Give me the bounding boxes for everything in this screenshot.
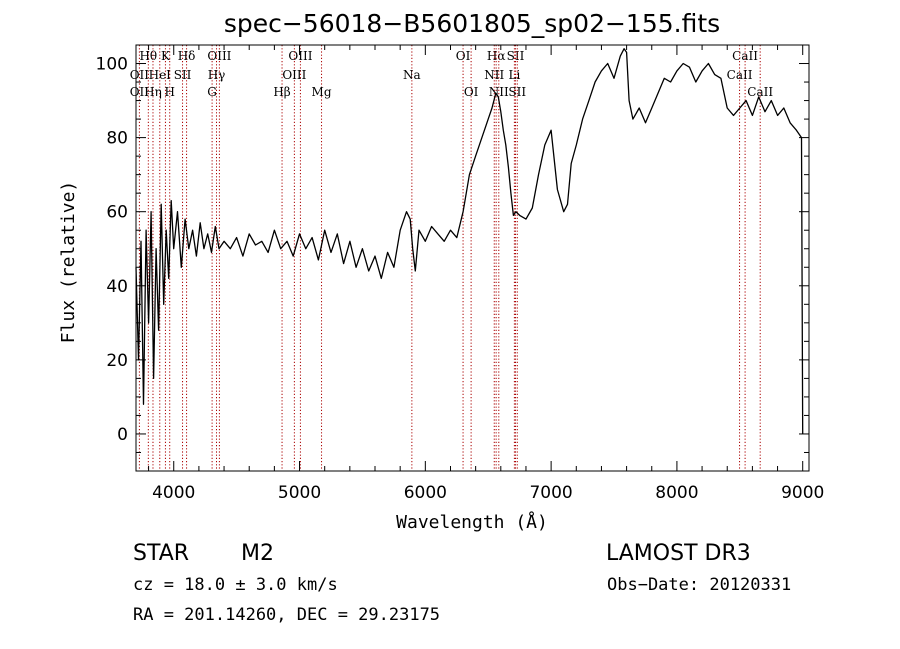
spectral-line-label: Hα <box>487 49 506 63</box>
spectral-line-label: K <box>161 49 171 63</box>
plot-frame <box>135 44 810 472</box>
coordinates: RA = 201.14260, DEC = 29.23175 <box>133 605 440 625</box>
spectral-line-label: OIII <box>288 49 312 63</box>
spectral-line-label: OIII <box>282 68 306 82</box>
spectral-line-label: Hγ <box>208 68 226 82</box>
spectral-line-label: OIII <box>207 49 231 63</box>
x-tick-label: 8000 <box>655 483 698 503</box>
obs-date: Obs−Date: 20120331 <box>607 575 791 595</box>
y-tick-label: 80 <box>106 129 128 149</box>
y-tick-label: 100 <box>96 55 128 75</box>
y-tick-label: 0 <box>117 425 128 445</box>
chart-title: spec−56018−B5601805_sp02−155.fits <box>224 9 720 38</box>
spectrum-series-line <box>135 48 804 435</box>
y-tick-label: 60 <box>106 203 128 223</box>
survey-name: LAMOST DR3 <box>606 541 751 566</box>
spectral-line-label: NII <box>484 68 504 82</box>
spectral-line-label: CaII <box>732 49 758 63</box>
spectral-line-label: NII <box>489 85 509 99</box>
redshift-cz: cz = 18.0 ± 3.0 km/s <box>133 575 338 595</box>
plot-area <box>135 48 804 435</box>
spectral-line-label: OII <box>130 85 150 99</box>
x-tick-label: 4000 <box>152 483 195 503</box>
spectral-line-label: Na <box>403 68 421 82</box>
spectral-line-label: Hβ <box>273 85 290 99</box>
spectral-line-label: SII <box>174 68 192 82</box>
y-axis-label: Flux (relative) <box>58 181 79 344</box>
y-tick-label: 20 <box>106 351 128 371</box>
spectral-line-label: CaII <box>727 68 753 82</box>
x-tick-label: 6000 <box>404 483 447 503</box>
spectral-line-label: Mg <box>312 85 332 99</box>
spectral-line-label: Hδ <box>178 49 196 63</box>
x-tick-label: 5000 <box>278 483 321 503</box>
spectral-line-label: SII <box>507 49 525 63</box>
spectral-line-label: SII <box>508 85 526 99</box>
x-tick-label: 9000 <box>781 483 824 503</box>
spectral-line-label: Hθ <box>139 49 157 63</box>
spectral-line-label: H <box>164 85 174 99</box>
axis-ticks: 4000 5000 6000 7000 8000 9000 0 20 40 60 80 100 <box>96 45 824 503</box>
y-tick-label: 40 <box>106 277 128 297</box>
object-subclass: M2 <box>241 541 274 566</box>
x-tick-label: 7000 <box>529 483 572 503</box>
spectral-line-label: HeI <box>149 68 172 82</box>
spectral-line-label: Hη <box>144 85 162 99</box>
spectral-line-label: Li <box>508 68 520 82</box>
spectral-line-label: CaII <box>747 85 773 99</box>
x-axis-label: Wavelength (Å) <box>396 511 548 533</box>
spectral-line-label: OI <box>464 85 479 99</box>
spectral-line-label: OII <box>130 68 150 82</box>
spectral-line-label: OI <box>456 49 471 63</box>
object-class: STAR <box>133 541 189 566</box>
spectral-line-label: G <box>207 85 217 99</box>
